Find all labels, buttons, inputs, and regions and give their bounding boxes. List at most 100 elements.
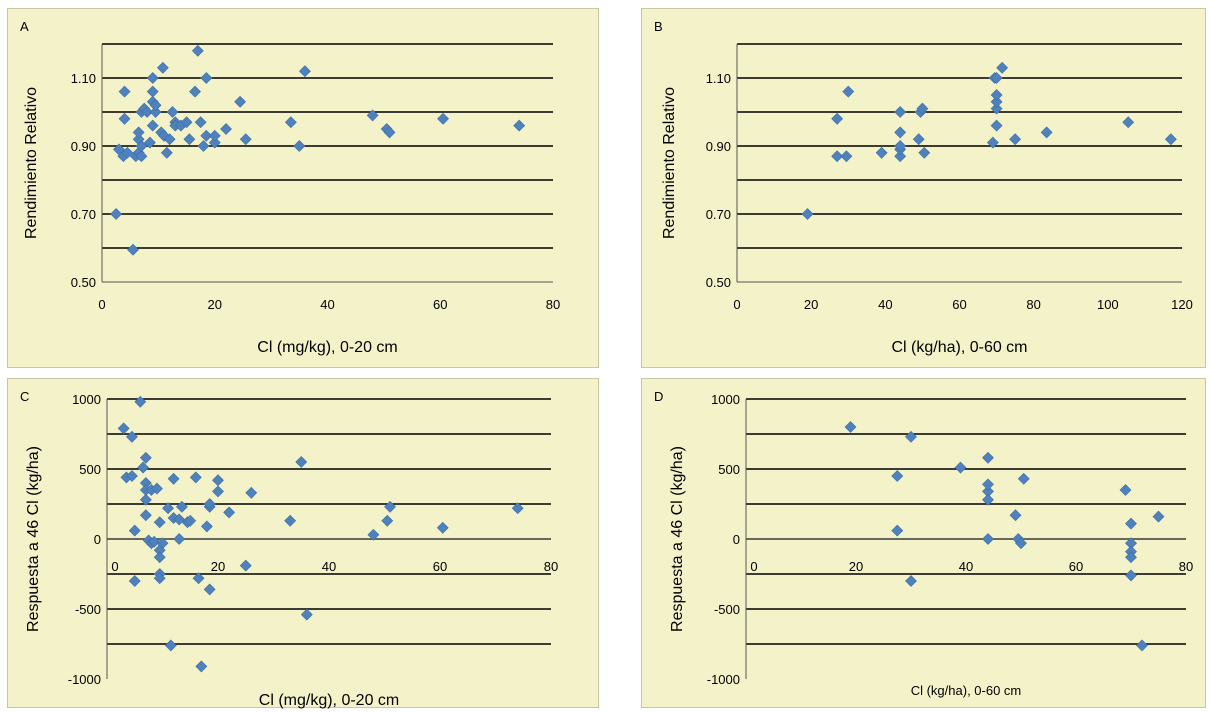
- data-point: [149, 106, 162, 118]
- data-point: [284, 514, 297, 527]
- y-axis-title: Respuesta a 46 Cl (kg/ha): [669, 446, 686, 632]
- data-point: [212, 485, 224, 498]
- data-point: [239, 559, 252, 572]
- data-point: [135, 140, 148, 152]
- x-tick-label: 60: [1069, 559, 1083, 574]
- y-tick-label: 1000: [711, 392, 740, 407]
- y-axis-title: Respuesta a 46 Cl (kg/ha): [25, 446, 42, 632]
- y-tick-label: 500: [79, 462, 101, 477]
- data-point: [894, 140, 907, 152]
- chart-panel-b: 0.50 0.70 0.90 1.10 0 20 40 60 80 100 120 B Cl (kg/h…: [641, 8, 1206, 368]
- x-tick-label: 40: [322, 559, 336, 574]
- x-tick-label: 80: [1179, 559, 1193, 574]
- panel-label: A: [20, 19, 29, 34]
- data-point: [245, 486, 258, 499]
- data-point: [513, 119, 526, 132]
- y-tick-label: 1000: [72, 392, 101, 407]
- y-tick-label: 0: [94, 532, 101, 547]
- panel-label: B: [654, 19, 663, 34]
- data-point: [163, 133, 176, 146]
- data-point: [954, 461, 967, 474]
- data-point: [1125, 551, 1137, 564]
- data-point: [1009, 509, 1022, 522]
- x-tick-label: 20: [208, 297, 222, 312]
- data-point: [990, 119, 1003, 132]
- x-axis-title: Cl (mg/kg), 0-20 cm: [257, 339, 397, 356]
- data-point: [153, 516, 166, 529]
- x-tick-label: 60: [952, 297, 966, 312]
- data-point: [437, 112, 449, 125]
- data-point: [160, 146, 173, 159]
- data-point: [842, 85, 855, 98]
- data-point: [192, 572, 205, 585]
- data-point: [173, 533, 186, 545]
- data-point: [905, 575, 917, 587]
- y-axis-title: Rendimiento Relativo: [23, 87, 40, 239]
- data-point: [208, 129, 221, 142]
- data-point: [891, 470, 904, 482]
- y-tick-label: -500: [75, 602, 101, 617]
- data-point: [156, 61, 169, 74]
- data-point: [183, 133, 196, 146]
- data-point: [146, 119, 159, 132]
- x-tick-label: 80: [546, 297, 560, 312]
- y-tick-label: 1.10: [706, 71, 731, 86]
- data-point: [156, 537, 169, 550]
- data-point: [1164, 133, 1177, 146]
- data-point: [197, 140, 210, 152]
- data-point: [164, 639, 177, 652]
- x-axis-title: Cl (mg/kg), 0-20 cm: [259, 692, 399, 709]
- x-tick-label: 100: [1097, 297, 1119, 312]
- data-point: [384, 500, 396, 513]
- data-point: [167, 472, 180, 485]
- data-point: [1009, 133, 1022, 146]
- data-point: [990, 89, 1003, 101]
- x-tick-label: 20: [804, 297, 818, 312]
- x-tick-label: 0: [733, 297, 740, 312]
- data-point: [151, 482, 163, 495]
- y-tick-label: 0.50: [71, 275, 96, 290]
- panel-label: D: [654, 389, 663, 404]
- y-tick-label: -500: [714, 602, 740, 617]
- data-point: [894, 106, 907, 118]
- data-point: [127, 243, 139, 256]
- x-tick-label: 0: [750, 559, 757, 574]
- data-point: [139, 509, 152, 522]
- x-tick-label: 40: [320, 297, 334, 312]
- data-point: [203, 498, 216, 510]
- data-point: [1125, 517, 1137, 530]
- data-point: [875, 146, 888, 159]
- data-point: [153, 572, 166, 585]
- data-point: [1152, 510, 1165, 523]
- data-point: [203, 583, 216, 596]
- data-point: [367, 528, 380, 541]
- data-point: [381, 514, 394, 527]
- data-point: [143, 136, 156, 149]
- data-point: [300, 608, 313, 621]
- data-point: [239, 133, 252, 146]
- chart-svg-c: -1000 -500 0 500 1000 0 20 40 60 80 C Cl (mg/kg), 0…: [20, 389, 558, 709]
- data-point: [184, 514, 197, 527]
- data-point: [134, 395, 147, 408]
- data-point: [918, 146, 931, 159]
- y-tick-label: 0: [733, 532, 740, 547]
- data-point: [801, 208, 814, 220]
- data-point: [916, 102, 929, 115]
- data-point: [982, 533, 994, 545]
- data-point: [153, 551, 166, 564]
- y-tick-label: -1000: [68, 672, 101, 687]
- x-axis-title: Cl (kg/ha), 0-60 cm: [911, 683, 1022, 698]
- data-point: [1119, 484, 1132, 496]
- chart-panel-d: -1000 -500 0 500 1000 0 20 40 60 80 D Cl (kg/ha), 0…: [641, 378, 1206, 708]
- data-point: [128, 575, 141, 587]
- x-tick-label: 20: [211, 559, 225, 574]
- data-point: [1136, 639, 1148, 652]
- data-point: [139, 451, 152, 464]
- chart-panel-c: -1000 -500 0 500 1000 0 20 40 60 80 C Cl (mg/kg), 0…: [7, 378, 599, 709]
- data-point: [146, 85, 159, 98]
- data-point: [118, 85, 131, 98]
- data-point: [121, 146, 134, 159]
- data-point: [194, 116, 207, 129]
- data-point: [146, 72, 159, 84]
- data-point: [1125, 569, 1137, 582]
